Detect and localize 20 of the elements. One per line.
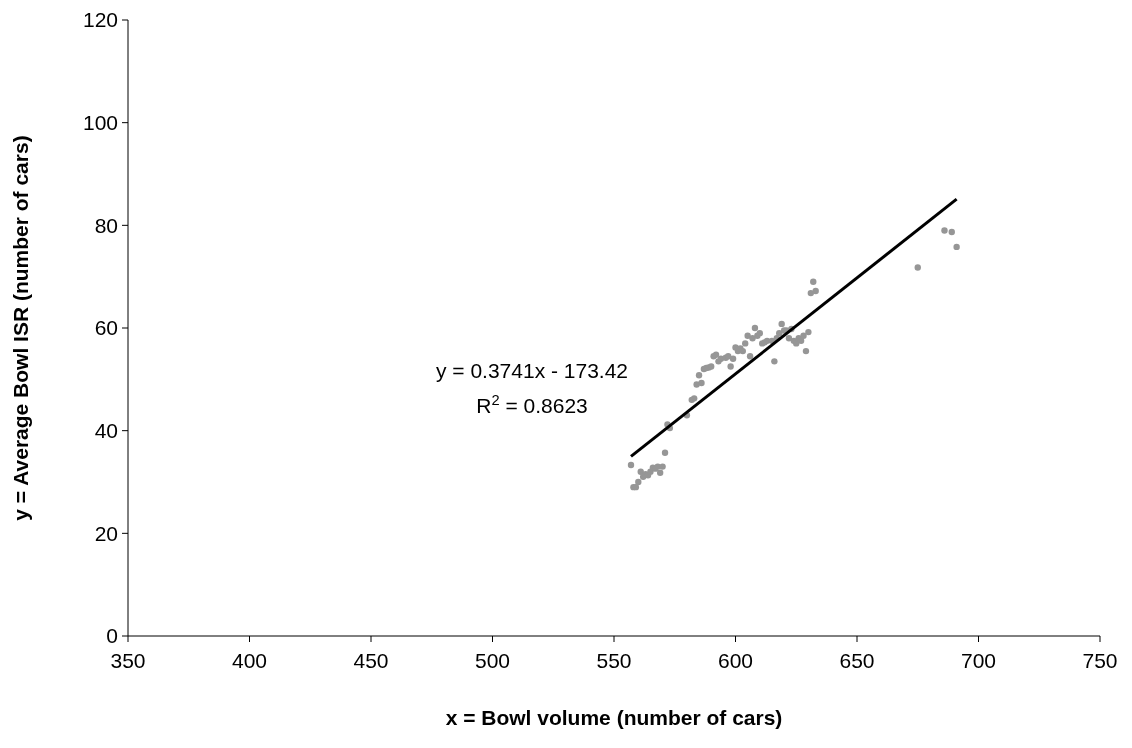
x-axis-title: x = Bowl volume (number of cars) [445,706,783,729]
x-tick-label: 500 [474,649,511,672]
y-tick-label: 60 [94,316,118,340]
y-tick-label: 120 [82,8,118,32]
x-tick-label: 400 [231,649,268,672]
annotation: y = 0.3741x - 173.42 [435,359,629,382]
x-tick-label: 550 [596,649,632,672]
x-tick-label: 650 [839,649,875,672]
y-axis-title: y = Average Bowl ISR (number of cars) [9,135,32,521]
x-tick-label: 700 [960,649,997,672]
x-tick-label: 600 [717,649,754,672]
annotation: R$^{2}$ = 0.8623 [476,392,588,417]
y-tick-label: 40 [94,419,118,443]
x-tick-label: 350 [110,649,146,672]
y-tick-label: 0 [106,624,118,648]
x-tick-label: 750 [1082,649,1118,672]
y-tick-label: 20 [94,521,118,545]
y-tick-label: 80 [94,213,118,237]
y-tick-label: 100 [82,111,118,135]
x-tick-label: 450 [353,649,389,672]
